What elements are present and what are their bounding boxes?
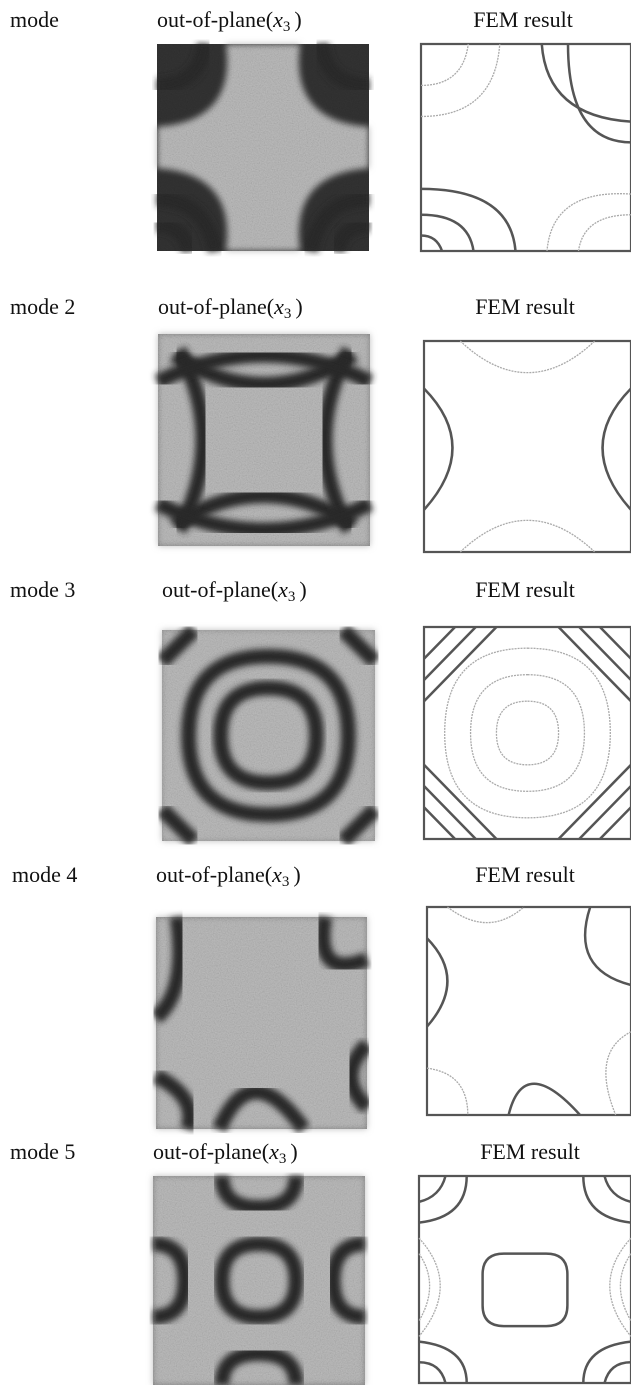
figure: modeout-of-plane(x3)FEM resultmode 2out-… — [0, 0, 631, 1385]
subscript: 3 — [284, 306, 292, 322]
title-prefix: out-of-plane( — [162, 577, 278, 602]
title-suffix: ) — [295, 294, 302, 319]
title-prefix: out-of-plane( — [156, 862, 272, 887]
title-prefix: out-of-plane( — [157, 7, 273, 32]
mode-label: mode 5 — [10, 1139, 75, 1164]
fem-frame — [424, 627, 631, 839]
speckle-noise — [156, 917, 367, 1129]
mode-label: mode 2 — [10, 294, 75, 319]
symbol: x — [277, 577, 288, 602]
speckle-image — [158, 334, 370, 546]
fem-title: FEM result — [480, 1139, 580, 1164]
title-suffix: ) — [290, 1139, 297, 1164]
subscript: 3 — [279, 1151, 287, 1167]
symbol: x — [271, 862, 282, 887]
fem-plot — [424, 627, 631, 839]
title-suffix: ) — [299, 577, 306, 602]
fem-title: FEM result — [475, 294, 575, 319]
speckle-title: out-of-plane(x3) — [162, 577, 307, 605]
symbol: x — [268, 1139, 279, 1164]
speckle-title: out-of-plane(x3) — [158, 294, 303, 322]
speckle-noise — [158, 334, 370, 546]
symbol: x — [272, 7, 283, 32]
mode-label: mode — [10, 7, 59, 32]
fem-title: FEM result — [473, 7, 573, 32]
speckle-title: out-of-plane(x3) — [153, 1139, 298, 1167]
fem-plot — [421, 44, 631, 251]
speckle-title: out-of-plane(x3) — [157, 7, 302, 35]
speckle-image — [153, 1176, 365, 1385]
subscript: 3 — [282, 874, 290, 890]
speckle-image — [162, 630, 375, 841]
fem-title: FEM result — [475, 862, 575, 887]
speckle-noise — [157, 44, 369, 251]
fem-plot — [427, 907, 631, 1115]
mode-label: mode 4 — [12, 862, 77, 887]
title-prefix: out-of-plane( — [153, 1139, 269, 1164]
speckle-image — [156, 917, 367, 1129]
subscript: 3 — [283, 19, 291, 35]
fem-plot — [424, 341, 631, 552]
title-suffix: ) — [294, 7, 301, 32]
fem-title: FEM result — [475, 577, 575, 602]
mode-label: mode 3 — [10, 577, 75, 602]
symbol: x — [273, 294, 284, 319]
speckle-noise — [162, 630, 375, 841]
speckle-image — [157, 44, 369, 251]
fem-plot — [419, 1176, 631, 1383]
speckle-noise — [153, 1176, 365, 1385]
title-suffix: ) — [293, 862, 300, 887]
subscript: 3 — [288, 589, 296, 605]
speckle-title: out-of-plane(x3) — [156, 862, 301, 890]
title-prefix: out-of-plane( — [158, 294, 274, 319]
